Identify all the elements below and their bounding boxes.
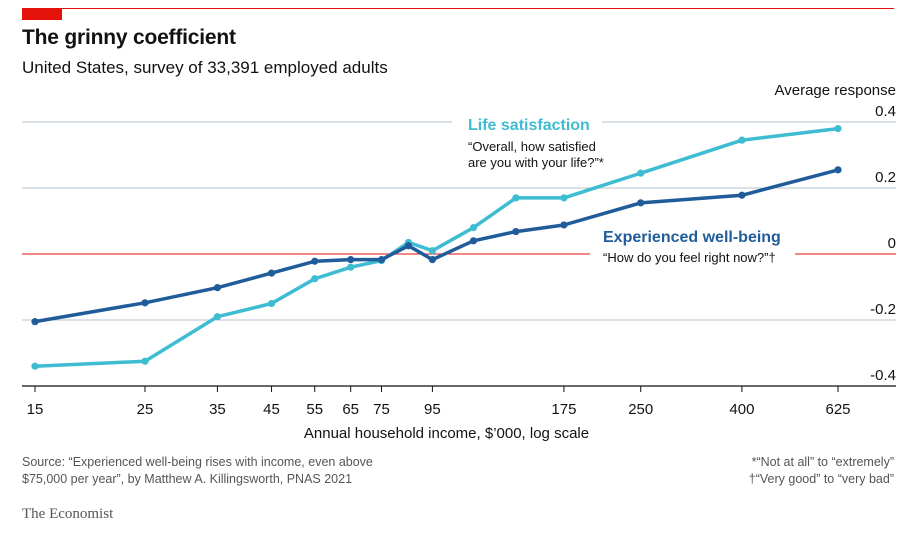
life-satisfaction-point xyxy=(213,313,222,321)
x-tick-label: 625 xyxy=(825,401,850,418)
footnote-2: †“Very good” to “very bad” xyxy=(748,472,894,486)
top-rule xyxy=(22,8,894,9)
brand-red-tag xyxy=(22,8,62,20)
source-line-2: $75,000 per year”, by Matthew A. Killing… xyxy=(22,472,353,486)
chart-title: The grinny coefficient xyxy=(22,26,236,49)
experienced-well-being-point xyxy=(560,221,568,229)
life-satisfaction-point xyxy=(560,194,568,202)
chart-subtitle: United States, survey of 33,391 employed… xyxy=(22,58,388,77)
x-tick-label: 250 xyxy=(628,401,653,418)
y-axis-label: Average response xyxy=(775,82,896,99)
source-note: Source: “Experienced well-being rises wi… xyxy=(22,454,373,488)
x-tick-label: 55 xyxy=(306,401,323,418)
experienced-well-being-point xyxy=(637,199,645,207)
x-tick-label: 400 xyxy=(729,401,754,418)
life-satisfaction-point xyxy=(428,247,437,255)
experienced-well-being-label: Experienced well-being xyxy=(603,229,781,246)
life-satisfaction-point xyxy=(512,194,520,202)
y-tick-label: -0.4 xyxy=(870,367,896,384)
experienced-well-being-point xyxy=(267,269,276,277)
x-axis-label: Annual household income, $’000, log scal… xyxy=(304,425,589,442)
experienced-well-being-point xyxy=(834,166,842,174)
x-tick-label: 95 xyxy=(424,401,441,418)
y-tick-label: -0.2 xyxy=(870,301,896,318)
life-satisfaction-point xyxy=(31,362,39,370)
well-being-label-bg xyxy=(590,225,795,270)
life-satisfaction-point xyxy=(469,224,478,232)
experienced-well-being-point xyxy=(347,256,355,264)
life-satisfaction-point xyxy=(267,299,276,308)
x-tick-label: 45 xyxy=(263,401,280,418)
experienced-well-being-point xyxy=(377,256,386,264)
experienced-well-being-point xyxy=(428,256,437,264)
life-satisfaction-question: “Overall, how satisfied xyxy=(468,139,596,154)
experienced-well-being-point xyxy=(738,191,746,199)
x-tick-label: 35 xyxy=(209,401,226,418)
experienced-well-being-point xyxy=(141,299,149,307)
x-tick-label: 25 xyxy=(137,401,154,418)
life-satisfaction-label-bg xyxy=(452,112,602,172)
life-satisfaction-question: are you with your life?”* xyxy=(468,155,604,170)
experienced-well-being-point xyxy=(31,318,39,326)
footnote-1: *“Not at all” to “extremely” xyxy=(751,455,894,469)
life-satisfaction-point xyxy=(738,136,746,144)
y-tick-label: 0.2 xyxy=(875,169,896,186)
x-tick-label: 15 xyxy=(27,401,44,418)
y-tick-label: 0 xyxy=(888,235,896,252)
experienced-well-being-point xyxy=(213,284,222,292)
source-line-1: Source: “Experienced well-being rises wi… xyxy=(22,455,373,469)
experienced-well-being-point xyxy=(404,242,413,250)
y-tick-label: 0.4 xyxy=(875,103,896,120)
x-tick-label: 65 xyxy=(342,401,359,418)
experienced-well-being-point xyxy=(311,257,319,265)
footnotes: *“Not at all” to “extremely” †“Very good… xyxy=(749,454,894,488)
experienced-well-being-point xyxy=(512,227,520,236)
brand-wordmark: The Economist xyxy=(22,506,114,522)
life-satisfaction-label: Life satisfaction xyxy=(468,117,590,134)
life-satisfaction-point xyxy=(311,275,319,283)
experienced-well-being-question: “How do you feel right now?”† xyxy=(603,250,776,265)
life-satisfaction-point xyxy=(141,357,149,365)
x-tick-label: 175 xyxy=(551,401,576,418)
life-satisfaction-point xyxy=(834,125,842,133)
experienced-well-being-point xyxy=(469,237,478,245)
x-tick-label: 75 xyxy=(373,401,390,418)
life-satisfaction-point xyxy=(347,263,355,271)
life-satisfaction-point xyxy=(637,169,645,177)
